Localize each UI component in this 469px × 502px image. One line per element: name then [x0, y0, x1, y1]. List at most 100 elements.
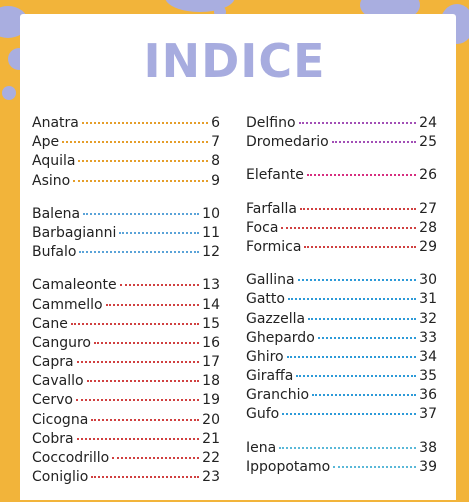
entry-page-number: 12: [202, 244, 220, 261]
index-entry[interactable]: Farfalla 27: [246, 201, 437, 220]
index-entry[interactable]: Iena 38: [246, 440, 437, 459]
dotted-leader: [296, 375, 417, 378]
entry-name: Cammello: [32, 296, 103, 313]
index-entry[interactable]: Cavallo 18: [32, 373, 220, 392]
index-entry[interactable]: Cervo 19: [32, 392, 220, 411]
dotted-leader: [279, 446, 417, 449]
index-entry[interactable]: Barbagianni 11: [32, 225, 220, 244]
index-entry[interactable]: Ghepardo 33: [246, 330, 437, 349]
index-entry[interactable]: Formica 29: [246, 239, 437, 258]
index-entry[interactable]: Ippopotamo 39: [246, 459, 437, 478]
dotted-leader: [312, 394, 417, 397]
entry-page-number: 23: [202, 469, 220, 486]
index-column-right: Delfino 24 Dromedario 25 Elefante 26 Farfalla 2…: [246, 115, 437, 492]
dotted-leader: [299, 207, 417, 210]
dotted-leader: [281, 226, 417, 229]
entry-name: Anatra: [32, 115, 79, 131]
index-entry[interactable]: Aquila 8: [32, 153, 220, 172]
dotted-leader: [83, 212, 200, 215]
entry-name: Coccodrillo: [32, 450, 110, 466]
entry-name: Gufo: [246, 406, 280, 423]
entry-page-number: 18: [202, 373, 220, 390]
entry-name: Ape: [32, 134, 60, 151]
index-column-left: Anatra 6 Ape 7 Aquila 8 Asino 9 Balena 10 Barbagia…: [32, 115, 220, 502]
index-group: Balena 10 Barbagianni 11 Bufalo 12: [32, 206, 220, 264]
entry-name: Canguro: [32, 334, 92, 351]
entry-name: Coniglio: [32, 469, 89, 486]
index-entry[interactable]: Canguro 16: [32, 335, 220, 354]
entry-page-number: 31: [419, 291, 437, 308]
dotted-leader: [297, 279, 417, 282]
entry-page-number: 14: [202, 296, 220, 313]
index-entry[interactable]: Coccodrillo 22: [32, 450, 220, 469]
entry-name: Barbagianni: [32, 224, 117, 241]
index-entry[interactable]: Granchio 36: [246, 387, 437, 406]
entry-page-number: 8: [211, 153, 220, 170]
index-entry[interactable]: Camaleonte 13: [32, 277, 220, 296]
index-entry[interactable]: Bufalo 12: [32, 244, 220, 263]
index-entry[interactable]: Balena 10: [32, 206, 220, 225]
entry-page-number: 36: [419, 387, 437, 404]
entry-name: Granchio: [246, 387, 310, 404]
entry-name: Gazzella: [246, 310, 306, 327]
entry-name: Farfalla: [246, 200, 297, 217]
dotted-leader: [287, 298, 417, 301]
paint-splat-decoration: [2, 86, 16, 100]
entry-page-number: 32: [419, 310, 437, 327]
index-entry[interactable]: Giraffa 35: [246, 368, 437, 387]
dotted-leader: [308, 317, 417, 320]
entry-page-number: 17: [202, 354, 220, 371]
dotted-leader: [282, 413, 417, 416]
entry-page-number: 34: [419, 348, 437, 365]
index-entry[interactable]: Foca 28: [246, 220, 437, 239]
dotted-leader: [70, 322, 200, 325]
index-group: Iena 38 Ippopotamo 39: [246, 440, 437, 478]
entry-name: Camaleonte: [32, 277, 117, 294]
index-group: Farfalla 27 Foca 28 Formica 29: [246, 201, 437, 259]
dotted-leader: [317, 336, 417, 339]
dotted-leader: [91, 476, 200, 479]
index-entry[interactable]: Ghiro 34: [246, 349, 437, 368]
entry-page-number: 19: [202, 392, 220, 409]
index-entry[interactable]: Capra 17: [32, 354, 220, 373]
dotted-leader: [76, 399, 200, 402]
index-entry[interactable]: Cicogna 20: [32, 412, 220, 431]
index-entry[interactable]: Dromedario 25: [246, 134, 437, 153]
page-title: INDICE: [143, 34, 326, 88]
index-entry[interactable]: Asino 9: [32, 173, 220, 192]
entry-name: Gallina: [246, 272, 295, 289]
entry-name: Aquila: [32, 153, 76, 170]
entry-name: Formica: [246, 238, 302, 255]
entry-page-number: 38: [419, 439, 437, 456]
index-entry[interactable]: Elefante 26: [246, 167, 437, 186]
index-entry[interactable]: Cammello 14: [32, 297, 220, 316]
index-entry[interactable]: Gatto 31: [246, 291, 437, 310]
index-entry[interactable]: Ape 7: [32, 134, 220, 153]
index-entry[interactable]: Delfino 24: [246, 115, 437, 134]
dotted-leader: [76, 437, 200, 440]
entry-name: Cobra: [32, 430, 74, 447]
index-entry[interactable]: Gufo 37: [246, 406, 437, 425]
entry-page-number: 24: [419, 115, 437, 131]
entry-page-number: 6: [211, 115, 220, 131]
dotted-leader: [298, 122, 417, 124]
dotted-leader: [78, 160, 209, 163]
index-entry[interactable]: Coniglio 23: [32, 469, 220, 488]
entry-page-number: 11: [202, 224, 220, 241]
index-entry[interactable]: Cobra 21: [32, 431, 220, 450]
entry-name: Cervo: [32, 392, 73, 409]
index-entry[interactable]: Anatra 6: [32, 115, 220, 134]
paint-splat-decoration: [400, 2, 410, 12]
index-entry[interactable]: Cane 15: [32, 316, 220, 335]
entry-name: Cicogna: [32, 411, 89, 428]
dotted-leader: [91, 418, 200, 421]
entry-page-number: 29: [419, 238, 437, 255]
entry-page-number: 37: [419, 406, 437, 423]
dotted-leader: [105, 303, 200, 306]
entry-name: Cane: [32, 315, 68, 332]
entry-name: Gatto: [246, 291, 285, 308]
index-entry[interactable]: Gallina 30: [246, 272, 437, 291]
entry-name: Ghepardo: [246, 329, 315, 346]
index-entry[interactable]: Gazzella 32: [246, 311, 437, 330]
index-group: Elefante 26: [246, 167, 437, 186]
